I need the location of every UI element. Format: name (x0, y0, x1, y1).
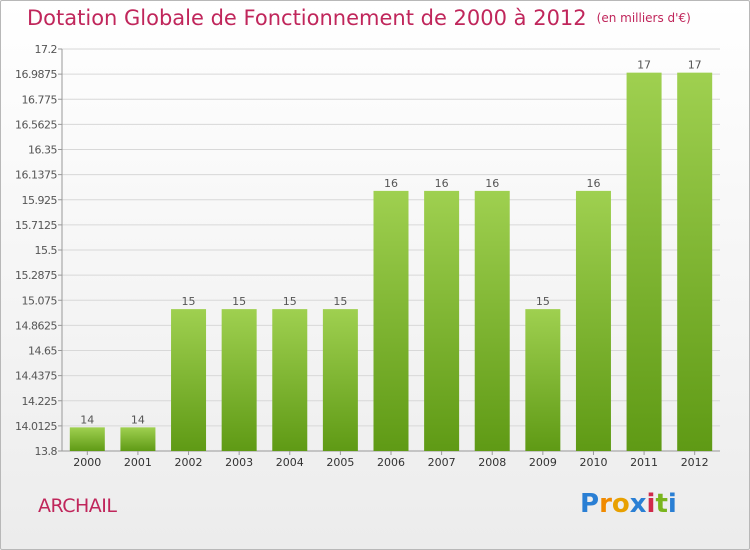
x-axis-ticks: 2000 2001 2002 2003 2004 2005 2006 2007 2008 2009… (73, 456, 708, 469)
y-tick-label: 16.1375 (15, 169, 57, 182)
bar-value-label: 15 (182, 295, 196, 308)
x-tick-label: 2009 (529, 456, 557, 469)
x-tick-label: 2001 (124, 456, 152, 469)
y-tick-label: 15.2875 (15, 269, 57, 282)
y-tick-label: 16.35 (28, 144, 57, 157)
x-tick-label: 2002 (175, 456, 203, 469)
bar-value-label: 16 (586, 177, 600, 190)
logo-letter: x (629, 489, 647, 519)
x-tick-label: 2005 (326, 456, 354, 469)
x-tick-label: 2006 (377, 456, 405, 469)
bar (626, 72, 662, 451)
x-tick-label: 2004 (276, 456, 304, 469)
x-tick-label: 2011 (630, 456, 658, 469)
chart-title-text: Dotation Globale de Fonctionnement de 20… (27, 6, 587, 30)
x-tick-label: 2003 (225, 456, 253, 469)
bar (474, 190, 510, 451)
y-tick-label: 16.9875 (15, 68, 57, 81)
y-tick-label: 16.5625 (15, 118, 57, 131)
bar (171, 309, 207, 451)
bar (677, 72, 713, 451)
logo-letter: i (646, 489, 656, 519)
y-tick-label: 15.5 (35, 244, 58, 257)
bar-value-label: 17 (637, 59, 651, 72)
bar-value-label: 16 (384, 177, 398, 190)
chart-title: Dotation Globale de Fonctionnement de 20… (27, 6, 691, 30)
bar (221, 309, 257, 451)
bar (69, 427, 105, 451)
y-tick-label: 13.8 (35, 445, 58, 458)
y-tick-label: 14.65 (28, 345, 57, 358)
y-tick-label: 15.7125 (15, 219, 57, 232)
bar (525, 309, 561, 451)
x-tick-label: 2012 (681, 456, 709, 469)
y-tick-label: 14.4375 (15, 370, 57, 383)
bar-value-label: 14 (80, 413, 94, 426)
y-tick-label: 14.225 (22, 395, 58, 408)
y-tick-label: 15.075 (22, 294, 58, 307)
logo-letter: r (599, 489, 612, 519)
bar (322, 309, 358, 451)
y-tick-label: 15.925 (22, 194, 58, 207)
logo-letter: t (655, 489, 668, 519)
y-tick-label: 16.775 (22, 93, 58, 106)
x-tick-label: 2008 (478, 456, 506, 469)
commune-name: ARCHAIL (38, 495, 117, 517)
chart-unit: (en milliers d'€) (596, 11, 691, 25)
bar-value-label: 15 (333, 295, 347, 308)
bar (575, 190, 611, 451)
y-tick-label: 14.8625 (15, 319, 57, 332)
logo-letter: P (580, 489, 600, 519)
bar (120, 427, 156, 451)
bar-value-label: 16 (435, 177, 449, 190)
logo-letter: i (667, 489, 677, 519)
bar-value-label: 14 (131, 413, 145, 426)
y-tick-label: 17.2 (35, 43, 58, 56)
x-tick-label: 2007 (428, 456, 456, 469)
bar-value-label: 15 (232, 295, 246, 308)
y-axis-ticks: 13.8 14.0125 14.225 14.4375 14.65 14.8625 15.0… (15, 43, 58, 458)
bar-value-label: 15 (536, 295, 550, 308)
x-tick-label: 2000 (73, 456, 101, 469)
bar-value-label: 16 (485, 177, 499, 190)
bar-value-label: 17 (688, 59, 702, 72)
x-tick-label: 2010 (579, 456, 607, 469)
logo-letter: o (611, 489, 630, 519)
bar-value-label: 15 (283, 295, 297, 308)
y-tick-label: 14.0125 (15, 420, 57, 433)
bar (424, 190, 460, 451)
proxiti-logo[interactable]: Proxiti (580, 489, 677, 519)
bars: 14 14 15 15 15 15 16 16 16 15 16 17 17 (69, 59, 713, 451)
bar (272, 309, 308, 451)
bar (373, 190, 409, 451)
